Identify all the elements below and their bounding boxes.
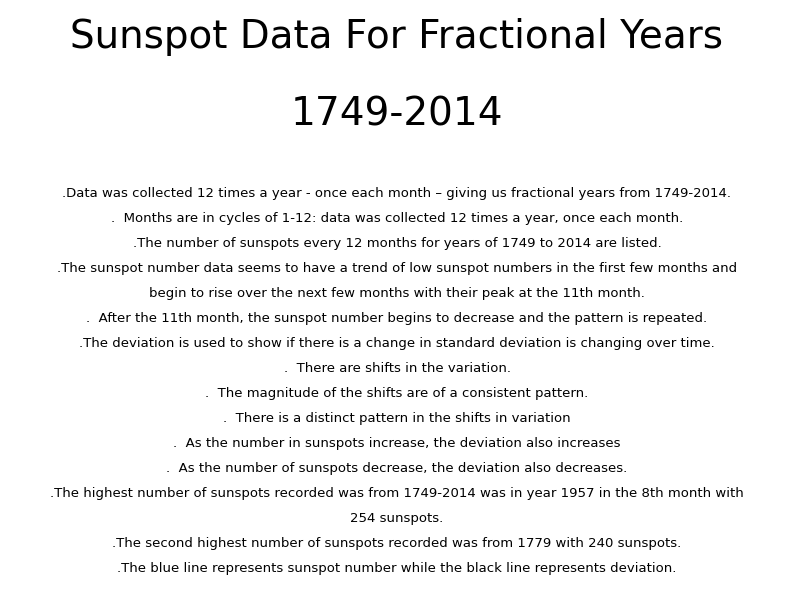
Text: .  There is a distinct pattern in the shifts in variation: . There is a distinct pattern in the shi…: [223, 412, 571, 425]
Text: .The deviation is used to show if there is a change in standard deviation is cha: .The deviation is used to show if there …: [79, 337, 715, 350]
Text: .  There are shifts in the variation.: . There are shifts in the variation.: [283, 362, 511, 375]
Text: .Data was collected 12 times a year - once each month – giving us fractional yea: .Data was collected 12 times a year - on…: [63, 187, 731, 201]
Text: .  After the 11th month, the sunspot number begins to decrease and the pattern i: . After the 11th month, the sunspot numb…: [87, 312, 707, 325]
Text: .The second highest number of sunspots recorded was from 1779 with 240 sunspots.: .The second highest number of sunspots r…: [113, 537, 681, 550]
Text: .The sunspot number data seems to have a trend of low sunspot numbers in the fir: .The sunspot number data seems to have a…: [57, 262, 737, 275]
Text: 1749-2014: 1749-2014: [291, 95, 503, 133]
Text: begin to rise over the next few months with their peak at the 11th month.: begin to rise over the next few months w…: [149, 287, 645, 300]
Text: .  The magnitude of the shifts are of a consistent pattern.: . The magnitude of the shifts are of a c…: [206, 387, 588, 400]
Text: Sunspot Data For Fractional Years: Sunspot Data For Fractional Years: [71, 18, 723, 56]
Text: .The blue line represents sunspot number while the black line represents deviati: .The blue line represents sunspot number…: [118, 562, 676, 575]
Text: .  As the number of sunspots decrease, the deviation also decreases.: . As the number of sunspots decrease, th…: [167, 462, 627, 475]
Text: .  As the number in sunspots increase, the deviation also increases: . As the number in sunspots increase, th…: [173, 437, 621, 450]
Text: .The highest number of sunspots recorded was from 1749-2014 was in year 1957 in : .The highest number of sunspots recorded…: [50, 487, 744, 500]
Text: .The number of sunspots every 12 months for years of 1749 to 2014 are listed.: .The number of sunspots every 12 months …: [133, 237, 661, 250]
Text: .  Months are in cycles of 1-12: data was collected 12 times a year, once each m: . Months are in cycles of 1-12: data was…: [111, 212, 683, 226]
Text: 254 sunspots.: 254 sunspots.: [350, 512, 444, 525]
